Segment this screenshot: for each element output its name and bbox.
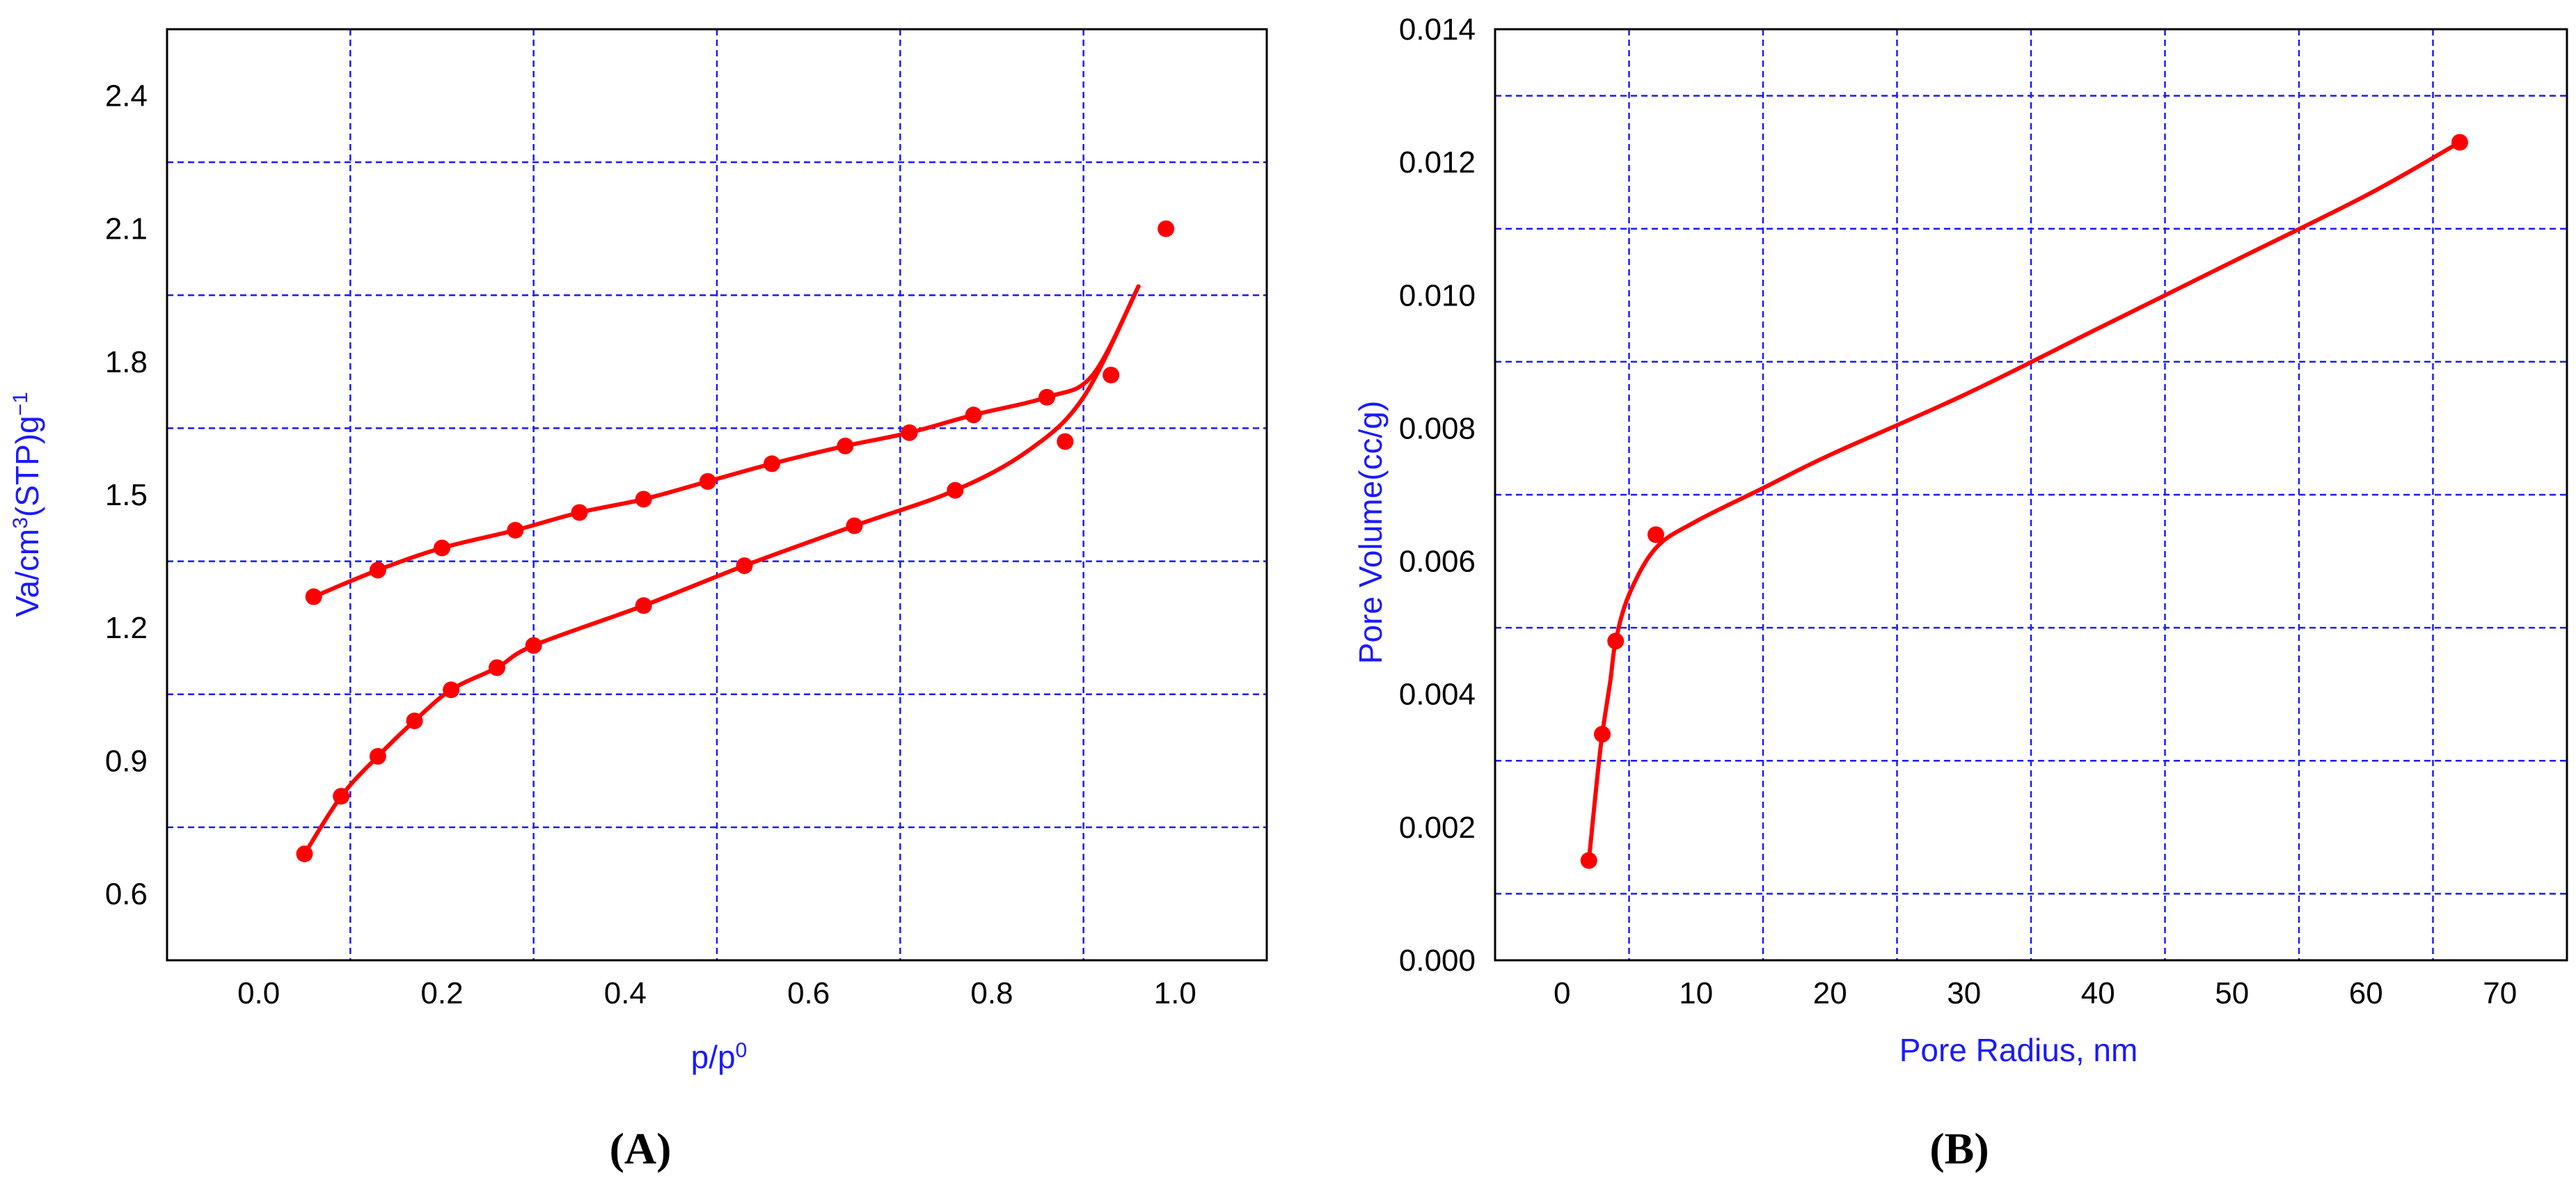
panel-a-data-points [296, 220, 1175, 863]
panel-b-fit-curves [1586, 140, 2462, 863]
panel-a-x-tick-labels: 0.0 0.2 0.4 0.6 0.8 1.0 [237, 976, 1196, 1010]
a-data-point [305, 588, 322, 605]
a-data-point [764, 455, 780, 472]
b-y-tick-label: 0.006 [1399, 545, 1476, 579]
a-data-point [947, 482, 964, 499]
b-x-tick-label: 20 [1813, 976, 1847, 1010]
a-data-point [1157, 220, 1175, 237]
panel-b-x-axis-label: Pore Radius, nm [1899, 1032, 2138, 1068]
panel-a-y-label-part-1: Va/cm [9, 529, 45, 617]
b-x-tick-label: 0 [1554, 976, 1570, 1010]
chart-panel-b: 0 10 20 30 40 50 60 70 0.0000.0020.0040.0060.00… [1352, 13, 2568, 1173]
a-y-tick-label: 1.2 [105, 611, 148, 645]
a-x-tick-label: 1.0 [1154, 976, 1196, 1010]
panel-a-y-label-superscript-1: 3 [9, 517, 32, 529]
a-data-point [507, 521, 524, 539]
a-data-point [406, 712, 423, 729]
a-data-point [296, 845, 313, 863]
panel-a-x-label-superscript: 0 [736, 1039, 748, 1062]
b-fit-curve-1 [1586, 140, 2462, 863]
a-x-tick-label: 0.4 [604, 976, 647, 1010]
a-x-tick-label: 0.0 [237, 976, 280, 1010]
a-x-tick-label: 0.8 [970, 976, 1013, 1010]
panel-a-y-label-superscript-2: −1 [9, 392, 32, 415]
a-x-tick-label: 0.6 [787, 976, 830, 1010]
a-data-point [736, 557, 753, 574]
a-data-point [846, 517, 863, 534]
b-y-tick-label: 0.004 [1399, 678, 1476, 712]
a-x-tick-label: 0.2 [420, 976, 463, 1010]
a-data-point [965, 406, 982, 424]
b-data-point [1594, 726, 1611, 743]
a-y-tick-label: 0.6 [105, 877, 148, 911]
b-x-tick-label: 10 [1679, 976, 1713, 1010]
a-data-point [525, 637, 542, 654]
a-data-point [699, 472, 716, 490]
a-y-tick-label: 2.4 [105, 79, 148, 113]
b-x-tick-label: 40 [2081, 976, 2115, 1010]
panel-b-grid [1495, 29, 2567, 960]
b-y-tick-label: 0.010 [1399, 278, 1476, 312]
b-data-point [1580, 852, 1597, 869]
b-data-point [1607, 633, 1625, 650]
panel-b-x-tick-labels: 0 10 20 30 40 50 60 70 [1554, 976, 2517, 1010]
a-y-tick-label: 0.9 [105, 744, 148, 778]
a-y-tick-label: 2.1 [105, 212, 148, 246]
b-x-tick-label: 50 [2215, 976, 2249, 1010]
a-y-tick-label: 1.5 [105, 478, 148, 512]
a-data-point [635, 491, 652, 508]
panel-a-plot-frame [166, 28, 1268, 962]
a-data-point [1038, 388, 1055, 406]
a-data-point [489, 659, 505, 676]
a-y-tick-label: 1.8 [105, 345, 148, 379]
a-data-point [837, 437, 854, 454]
b-data-point [1647, 526, 1664, 543]
b-x-tick-label: 30 [1947, 976, 1981, 1010]
b-y-tick-label: 0.012 [1399, 145, 1476, 180]
a-data-point [369, 562, 386, 579]
b-y-tick-label: 0.008 [1399, 411, 1476, 445]
panel-a-x-axis-label: p/p0 [691, 1039, 748, 1076]
b-y-tick-label: 0.002 [1399, 811, 1476, 845]
panel-b-data-points [1580, 134, 2468, 869]
a-data-point [369, 747, 386, 765]
panel-b-plot-frame [1494, 28, 2568, 962]
panel-a-x-label-base: p/p [691, 1039, 736, 1075]
a-data-point [443, 681, 460, 699]
b-y-tick-label: 0.014 [1399, 13, 1476, 47]
a-data-point [333, 788, 350, 805]
b-x-tick-label: 70 [2483, 976, 2517, 1010]
panel-a-y-tick-labels: 0.6 0.9 1.2 1.5 1.8 2.1 2.4 [105, 79, 148, 912]
b-y-tick-label: 0.000 [1399, 944, 1476, 978]
a-data-point [571, 504, 588, 521]
panel-a-grid [167, 29, 1267, 960]
panel-a-label: (A) [610, 1124, 672, 1173]
panel-b-label: (B) [1929, 1124, 1989, 1173]
a-fit-curve-1 [302, 284, 1141, 857]
a-data-point [434, 539, 450, 557]
a-data-point [1057, 433, 1074, 450]
b-data-point [2451, 134, 2468, 151]
panel-a-y-axis-label: Va/cm3(STP)g−1 [9, 392, 46, 617]
panel-b-y-axis-label: Pore Volume(cc/g) [1352, 401, 1389, 664]
b-x-tick-label: 60 [2349, 976, 2383, 1010]
a-data-point [635, 597, 652, 614]
a-data-point [1103, 366, 1120, 383]
a-data-point [901, 424, 918, 441]
panel-b-y-tick-labels: 0.000 0.002 0.004 0.006 0.008 0.010 0.012 0.014 [1399, 13, 1476, 978]
panel-a-y-label-part-2: (STP)g [9, 415, 45, 517]
